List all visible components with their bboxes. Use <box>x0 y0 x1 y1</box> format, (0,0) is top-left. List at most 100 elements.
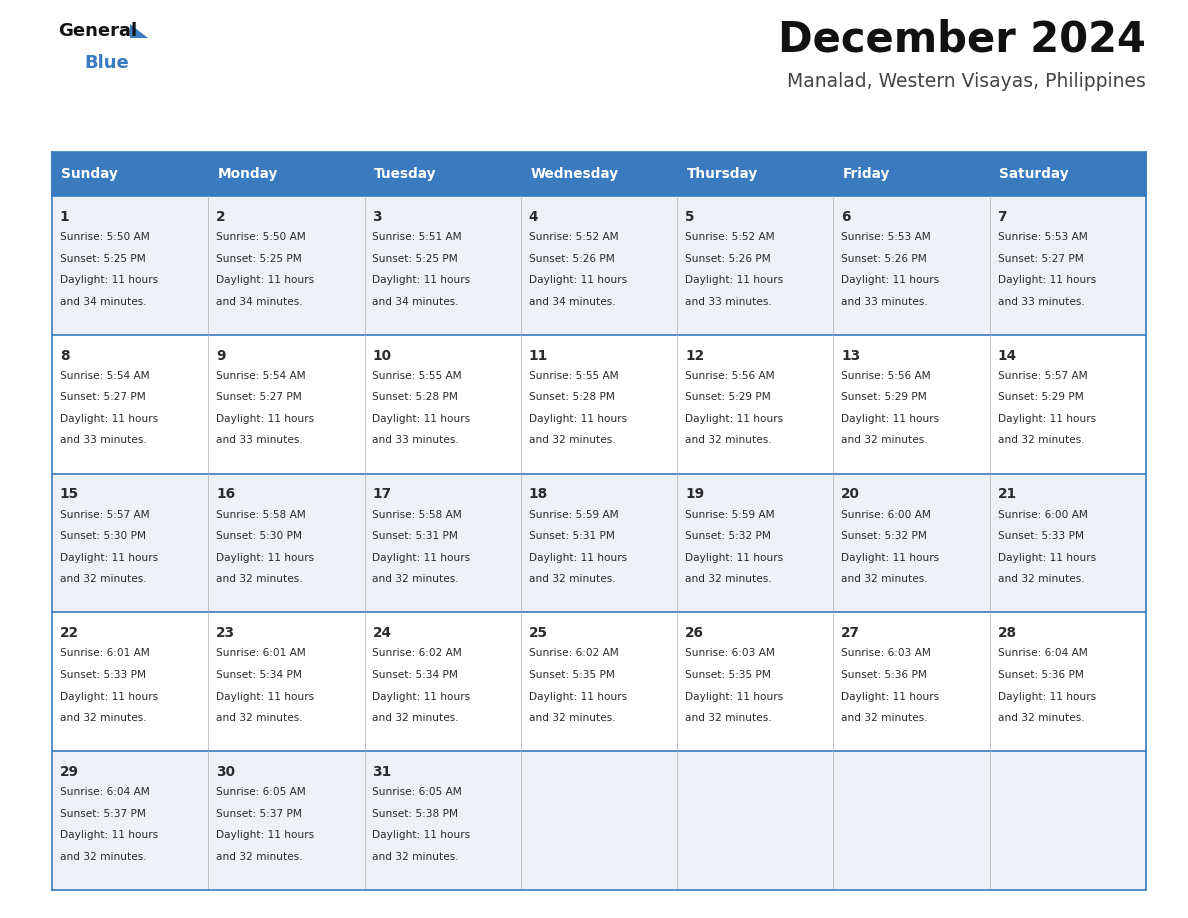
Text: and 34 minutes.: and 34 minutes. <box>529 297 615 307</box>
Text: Daylight: 11 hours: Daylight: 11 hours <box>216 553 314 563</box>
Text: 25: 25 <box>529 626 548 640</box>
Text: and 32 minutes.: and 32 minutes. <box>841 713 928 723</box>
Text: 22: 22 <box>59 626 78 640</box>
Text: and 32 minutes.: and 32 minutes. <box>59 713 146 723</box>
Text: Sunrise: 6:05 AM: Sunrise: 6:05 AM <box>216 788 305 798</box>
Text: and 32 minutes.: and 32 minutes. <box>685 713 771 723</box>
Text: Sunset: 5:35 PM: Sunset: 5:35 PM <box>685 670 771 680</box>
Text: Daylight: 11 hours: Daylight: 11 hours <box>216 830 314 840</box>
Text: 15: 15 <box>59 487 78 501</box>
Text: Sunset: 5:29 PM: Sunset: 5:29 PM <box>841 392 927 402</box>
Text: Sunset: 5:26 PM: Sunset: 5:26 PM <box>841 253 927 263</box>
Text: Sunrise: 5:50 AM: Sunrise: 5:50 AM <box>216 232 305 242</box>
Text: 6: 6 <box>841 210 851 224</box>
Text: 26: 26 <box>685 626 704 640</box>
Text: Sunset: 5:37 PM: Sunset: 5:37 PM <box>59 809 146 819</box>
Text: 30: 30 <box>216 765 235 779</box>
Text: 4: 4 <box>529 210 538 224</box>
Bar <box>52 152 208 196</box>
Text: Daylight: 11 hours: Daylight: 11 hours <box>529 553 627 563</box>
Text: Sunrise: 6:01 AM: Sunrise: 6:01 AM <box>59 648 150 658</box>
Text: and 32 minutes.: and 32 minutes. <box>998 435 1085 445</box>
Text: Sunset: 5:32 PM: Sunset: 5:32 PM <box>841 532 927 542</box>
Text: Sunday: Sunday <box>62 167 119 181</box>
Text: and 32 minutes.: and 32 minutes. <box>372 713 459 723</box>
Text: Sunset: 5:28 PM: Sunset: 5:28 PM <box>372 392 459 402</box>
Text: Sunrise: 6:02 AM: Sunrise: 6:02 AM <box>529 648 619 658</box>
Text: and 32 minutes.: and 32 minutes. <box>59 575 146 584</box>
Text: 28: 28 <box>998 626 1017 640</box>
Text: Daylight: 11 hours: Daylight: 11 hours <box>59 553 158 563</box>
Text: Sunset: 5:30 PM: Sunset: 5:30 PM <box>216 532 302 542</box>
Text: and 32 minutes.: and 32 minutes. <box>998 575 1085 584</box>
Text: Tuesday: Tuesday <box>374 167 436 181</box>
Bar <box>52 335 1146 474</box>
Text: Sunset: 5:29 PM: Sunset: 5:29 PM <box>998 392 1083 402</box>
Text: Daylight: 11 hours: Daylight: 11 hours <box>59 275 158 285</box>
Text: 23: 23 <box>216 626 235 640</box>
Text: Sunrise: 6:02 AM: Sunrise: 6:02 AM <box>372 648 462 658</box>
Bar <box>52 196 1146 335</box>
Text: Sunrise: 5:59 AM: Sunrise: 5:59 AM <box>685 509 775 520</box>
Text: Sunrise: 5:56 AM: Sunrise: 5:56 AM <box>685 371 775 381</box>
Text: 10: 10 <box>372 349 391 363</box>
Text: Sunrise: 5:56 AM: Sunrise: 5:56 AM <box>841 371 931 381</box>
Text: General: General <box>58 22 137 40</box>
Text: 12: 12 <box>685 349 704 363</box>
Text: and 34 minutes.: and 34 minutes. <box>59 297 146 307</box>
Text: and 32 minutes.: and 32 minutes. <box>841 575 928 584</box>
Text: Sunset: 5:33 PM: Sunset: 5:33 PM <box>998 532 1083 542</box>
Bar <box>52 474 1146 612</box>
Text: 27: 27 <box>841 626 860 640</box>
Text: Daylight: 11 hours: Daylight: 11 hours <box>685 275 783 285</box>
Text: and 34 minutes.: and 34 minutes. <box>216 297 303 307</box>
Text: Sunrise: 5:59 AM: Sunrise: 5:59 AM <box>529 509 618 520</box>
Text: Sunrise: 5:53 AM: Sunrise: 5:53 AM <box>841 232 931 242</box>
Text: 8: 8 <box>59 349 69 363</box>
Text: and 32 minutes.: and 32 minutes. <box>216 713 303 723</box>
Bar <box>52 612 1146 751</box>
Text: Daylight: 11 hours: Daylight: 11 hours <box>372 414 470 424</box>
Text: Daylight: 11 hours: Daylight: 11 hours <box>59 414 158 424</box>
Text: Daylight: 11 hours: Daylight: 11 hours <box>216 275 314 285</box>
Text: Sunset: 5:36 PM: Sunset: 5:36 PM <box>841 670 927 680</box>
Text: Sunrise: 5:55 AM: Sunrise: 5:55 AM <box>529 371 618 381</box>
Text: Sunset: 5:26 PM: Sunset: 5:26 PM <box>685 253 771 263</box>
Text: Sunrise: 5:58 AM: Sunrise: 5:58 AM <box>216 509 305 520</box>
Text: Sunset: 5:34 PM: Sunset: 5:34 PM <box>372 670 459 680</box>
Bar <box>52 152 1146 196</box>
Text: Sunrise: 6:03 AM: Sunrise: 6:03 AM <box>841 648 931 658</box>
Text: Sunset: 5:36 PM: Sunset: 5:36 PM <box>998 670 1083 680</box>
Bar <box>677 152 834 196</box>
Text: Daylight: 11 hours: Daylight: 11 hours <box>841 553 940 563</box>
Text: Daylight: 11 hours: Daylight: 11 hours <box>685 414 783 424</box>
Text: Sunset: 5:33 PM: Sunset: 5:33 PM <box>59 670 146 680</box>
Text: and 33 minutes.: and 33 minutes. <box>216 435 303 445</box>
Text: 18: 18 <box>529 487 548 501</box>
Text: Sunset: 5:31 PM: Sunset: 5:31 PM <box>372 532 459 542</box>
Text: Sunset: 5:25 PM: Sunset: 5:25 PM <box>372 253 459 263</box>
Text: Sunset: 5:29 PM: Sunset: 5:29 PM <box>685 392 771 402</box>
Bar <box>520 152 677 196</box>
Bar <box>365 152 520 196</box>
Text: Daylight: 11 hours: Daylight: 11 hours <box>529 275 627 285</box>
Text: Sunrise: 5:58 AM: Sunrise: 5:58 AM <box>372 509 462 520</box>
Text: 3: 3 <box>372 210 383 224</box>
Text: Sunset: 5:27 PM: Sunset: 5:27 PM <box>998 253 1083 263</box>
Text: Daylight: 11 hours: Daylight: 11 hours <box>998 414 1095 424</box>
Text: Daylight: 11 hours: Daylight: 11 hours <box>529 414 627 424</box>
Text: Daylight: 11 hours: Daylight: 11 hours <box>998 691 1095 701</box>
Text: and 32 minutes.: and 32 minutes. <box>216 852 303 862</box>
Text: Sunrise: 5:51 AM: Sunrise: 5:51 AM <box>372 232 462 242</box>
Text: Saturday: Saturday <box>999 167 1069 181</box>
Text: and 32 minutes.: and 32 minutes. <box>998 713 1085 723</box>
Text: Daylight: 11 hours: Daylight: 11 hours <box>998 553 1095 563</box>
Text: 17: 17 <box>372 487 392 501</box>
Text: and 32 minutes.: and 32 minutes. <box>216 575 303 584</box>
Text: Wednesday: Wednesday <box>530 167 619 181</box>
Text: Sunrise: 5:55 AM: Sunrise: 5:55 AM <box>372 371 462 381</box>
Text: and 32 minutes.: and 32 minutes. <box>529 575 615 584</box>
Text: 14: 14 <box>998 349 1017 363</box>
Text: and 33 minutes.: and 33 minutes. <box>841 297 928 307</box>
Text: Manalad, Western Visayas, Philippines: Manalad, Western Visayas, Philippines <box>788 72 1146 91</box>
